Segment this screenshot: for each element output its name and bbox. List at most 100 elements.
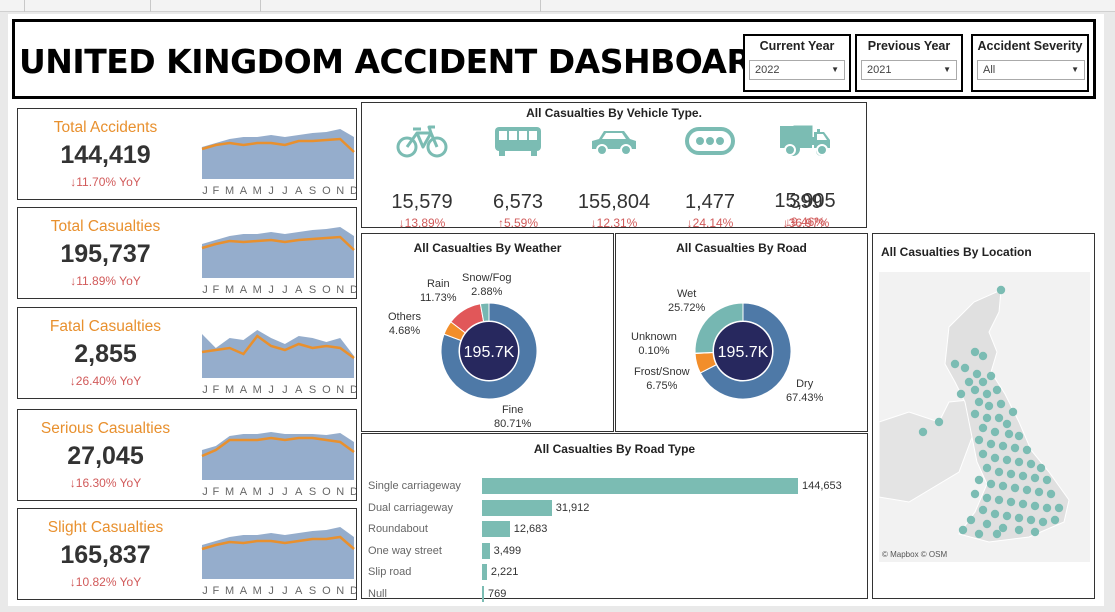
accident-dot[interactable]	[996, 285, 1006, 295]
donut-slice[interactable]	[694, 302, 744, 354]
accident-dot[interactable]	[974, 475, 984, 485]
accident-dot[interactable]	[1014, 431, 1024, 441]
accident-dot[interactable]	[1054, 503, 1064, 513]
bar[interactable]	[482, 478, 798, 494]
accident-dot[interactable]	[1014, 525, 1024, 535]
accident-dot[interactable]	[992, 385, 1002, 395]
bar[interactable]	[482, 521, 510, 537]
accident-dot[interactable]	[1008, 407, 1018, 417]
accident-dot[interactable]	[1030, 473, 1040, 483]
accident-dot[interactable]	[1002, 511, 1012, 521]
accident-dot[interactable]	[978, 449, 988, 459]
bar-row[interactable]: One way street 3,499	[362, 542, 869, 561]
accident-dot[interactable]	[1050, 515, 1060, 525]
accident-dot[interactable]	[970, 347, 980, 357]
accident-dot[interactable]	[998, 481, 1008, 491]
accident-dot[interactable]	[958, 525, 968, 535]
accident-dot[interactable]	[986, 439, 996, 449]
accident-dot[interactable]	[1010, 443, 1020, 453]
bar[interactable]	[482, 499, 552, 516]
bar[interactable]	[482, 585, 484, 602]
accident-dot[interactable]	[1014, 457, 1024, 467]
accident-dot[interactable]	[1022, 485, 1032, 495]
accident-dot[interactable]	[1004, 429, 1014, 439]
accident-dot[interactable]	[978, 423, 988, 433]
accident-dot[interactable]	[990, 427, 1000, 437]
accident-dot[interactable]	[918, 427, 928, 437]
accident-dot[interactable]	[990, 453, 1000, 463]
accident-severity-select[interactable]: All ▼	[977, 60, 1085, 80]
accident-dot[interactable]	[996, 399, 1006, 409]
accident-dot[interactable]	[1002, 419, 1012, 429]
donut-slice[interactable]	[699, 302, 792, 400]
donut-slice[interactable]	[479, 302, 490, 323]
accident-dot[interactable]	[972, 369, 982, 379]
accident-dot[interactable]	[1018, 499, 1028, 509]
accident-dot[interactable]	[1046, 489, 1056, 499]
accident-dot[interactable]	[974, 529, 984, 539]
previous-year-select[interactable]: 2021 ▼	[861, 60, 957, 80]
chevron-down-icon[interactable]: ▼	[831, 65, 839, 74]
accident-dot[interactable]	[994, 495, 1004, 505]
chevron-down-icon[interactable]: ▼	[1071, 65, 1079, 74]
accident-dot[interactable]	[1010, 483, 1020, 493]
current-year-select[interactable]: 2022 ▼	[749, 60, 845, 80]
accident-dot[interactable]	[970, 385, 980, 395]
accident-dot[interactable]	[986, 371, 996, 381]
accident-dot[interactable]	[1030, 527, 1040, 537]
accident-dot[interactable]	[970, 489, 980, 499]
accident-dot[interactable]	[956, 389, 966, 399]
bar-row[interactable]: Dual carriageway 31,912	[362, 499, 869, 518]
filter-current-year[interactable]: Current Year 2022 ▼	[743, 34, 851, 92]
accident-dot[interactable]	[982, 389, 992, 399]
accident-dot[interactable]	[1026, 515, 1036, 525]
accident-dot[interactable]	[974, 435, 984, 445]
accident-dot[interactable]	[1022, 445, 1032, 455]
accident-dot[interactable]	[1034, 487, 1044, 497]
accident-dot[interactable]	[970, 409, 980, 419]
chevron-down-icon[interactable]: ▼	[943, 65, 951, 74]
uk-map[interactable]: © Mapbox © OSM	[878, 272, 1090, 562]
accident-dot[interactable]	[982, 493, 992, 503]
accident-dot[interactable]	[978, 351, 988, 361]
accident-dot[interactable]	[964, 377, 974, 387]
accident-dot[interactable]	[978, 505, 988, 515]
accident-dot[interactable]	[982, 413, 992, 423]
accident-dot[interactable]	[978, 377, 988, 387]
accident-dot[interactable]	[974, 397, 984, 407]
accident-dot[interactable]	[990, 509, 1000, 519]
accident-dot[interactable]	[1014, 513, 1024, 523]
accident-dot[interactable]	[1006, 469, 1016, 479]
accident-dot[interactable]	[994, 467, 1004, 477]
accident-dot[interactable]	[1002, 455, 1012, 465]
accident-dot[interactable]	[982, 519, 992, 529]
filter-previous-year[interactable]: Previous Year 2021 ▼	[855, 34, 963, 92]
accident-dot[interactable]	[1038, 517, 1048, 527]
accident-dot[interactable]	[1026, 459, 1036, 469]
accident-dot[interactable]	[934, 417, 944, 427]
accident-dot[interactable]	[1036, 463, 1046, 473]
accident-dot[interactable]	[1018, 471, 1028, 481]
accident-dot[interactable]	[1006, 497, 1016, 507]
bar-row[interactable]: Slip road 2,221	[362, 564, 869, 582]
bar-row[interactable]: Roundabout 12,683	[362, 521, 869, 539]
accident-dot[interactable]	[966, 515, 976, 525]
accident-dot[interactable]	[994, 413, 1004, 423]
accident-dot[interactable]	[998, 441, 1008, 451]
accident-dot[interactable]	[960, 363, 970, 373]
accident-dot[interactable]	[1042, 475, 1052, 485]
accident-dot[interactable]	[984, 401, 994, 411]
accident-dot[interactable]	[998, 523, 1008, 533]
accident-dot[interactable]	[982, 463, 992, 473]
accident-dot[interactable]	[950, 359, 960, 369]
accident-dot[interactable]	[992, 529, 1002, 539]
donut-slice[interactable]	[440, 302, 538, 400]
bar-row[interactable]: Single carriageway 144,653	[362, 478, 869, 496]
bar[interactable]	[482, 542, 490, 559]
filter-accident-severity[interactable]: Accident Severity All ▼	[971, 34, 1089, 92]
accident-dot[interactable]	[1042, 503, 1052, 513]
accident-dot[interactable]	[986, 479, 996, 489]
accident-dot[interactable]	[1030, 501, 1040, 511]
bar-row[interactable]: Null 769	[362, 585, 869, 604]
bar[interactable]	[482, 564, 487, 580]
